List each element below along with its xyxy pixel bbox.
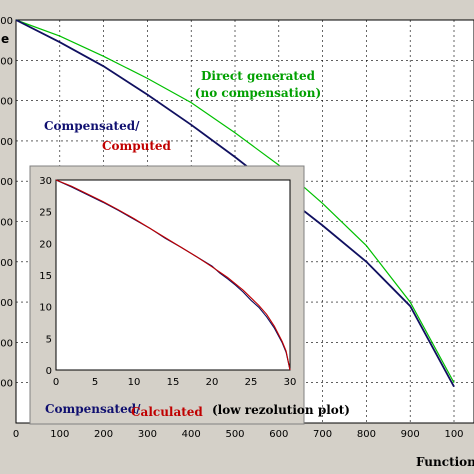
inset-annotation-calculated: Calculated	[131, 405, 203, 419]
annotation-no-compensation: (no compensation)	[195, 86, 321, 100]
main-series	[15, 19, 455, 388]
inset-y-tick-label: 0	[46, 366, 52, 377]
main-x-tick-label: 200	[94, 429, 113, 440]
main-y-tick-label: 00	[0, 258, 13, 269]
main-x-tick-label: 500	[225, 429, 244, 440]
main-y-tick-label: 00	[0, 177, 13, 188]
inset-y-tick-label: 25	[39, 208, 52, 219]
annotation-direct-generated: Direct generated	[201, 69, 316, 83]
inset-x-tick-label: 15	[167, 377, 180, 388]
inset-x-tick-label: 25	[245, 377, 258, 388]
main-tick-labels: 0 100 200 300 400 500 600 700 800 900 100000000000…	[0, 16, 463, 440]
inset-x-tick-label: 30	[284, 377, 297, 388]
main-x-tick-label: 300	[138, 429, 157, 440]
inset-tick-labels: 0 5 10 15 20 25 30 0 5 10 15 20 25 30	[39, 176, 296, 388]
inset-series	[55, 179, 291, 371]
main-y-tick-label: 00	[0, 338, 13, 349]
inset-y-tick-label: 15	[39, 271, 52, 282]
main-x-axis-label: Functions	[416, 455, 474, 469]
main-y-tick-label: 00	[0, 379, 13, 390]
main-x-tick-label: 600	[269, 429, 288, 440]
main-x-tick-label: 700	[313, 429, 332, 440]
main-series-line	[15, 19, 455, 388]
main-x-tick-label: 100	[444, 429, 463, 440]
inset-x-tick-label: 20	[206, 377, 219, 388]
inset-y-tick-label: 30	[39, 176, 52, 187]
main-y-tick-label: 00	[0, 16, 13, 27]
main-y-axis-label: e	[1, 32, 9, 46]
main-y-tick-label: 00	[0, 56, 13, 67]
inset-plot-area	[55, 179, 291, 371]
main-y-tick-label: 00	[0, 97, 13, 108]
annotation-computed: Computed	[102, 139, 172, 153]
inset-y-tick-label: 20	[39, 239, 52, 250]
main-x-tick-label: 900	[401, 429, 420, 440]
inset-annotation-low-resolution: (low rezolution plot)	[212, 403, 350, 417]
inset-x-tick-label: 10	[128, 377, 141, 388]
annotation-compensated: Compensated/	[44, 119, 140, 133]
inset-y-tick-label: 5	[46, 334, 52, 345]
main-x-tick-label: 400	[182, 429, 201, 440]
main-series-line	[15, 19, 455, 383]
inset-x-tick-label: 0	[53, 377, 59, 388]
inset-y-tick-label: 10	[39, 303, 52, 314]
inset-x-tick-label: 5	[92, 377, 98, 388]
main-x-tick-label: 100	[50, 429, 69, 440]
main-y-tick-label: 00	[0, 218, 13, 229]
main-y-tick-label: 00	[0, 298, 13, 309]
main-y-tick-label: 00	[0, 137, 13, 148]
inset-series-line	[55, 179, 291, 371]
inset-annotation-compensated: Compensated/	[45, 402, 141, 416]
main-x-tick-label: 800	[357, 429, 376, 440]
main-x-tick-label: 0	[13, 429, 19, 440]
